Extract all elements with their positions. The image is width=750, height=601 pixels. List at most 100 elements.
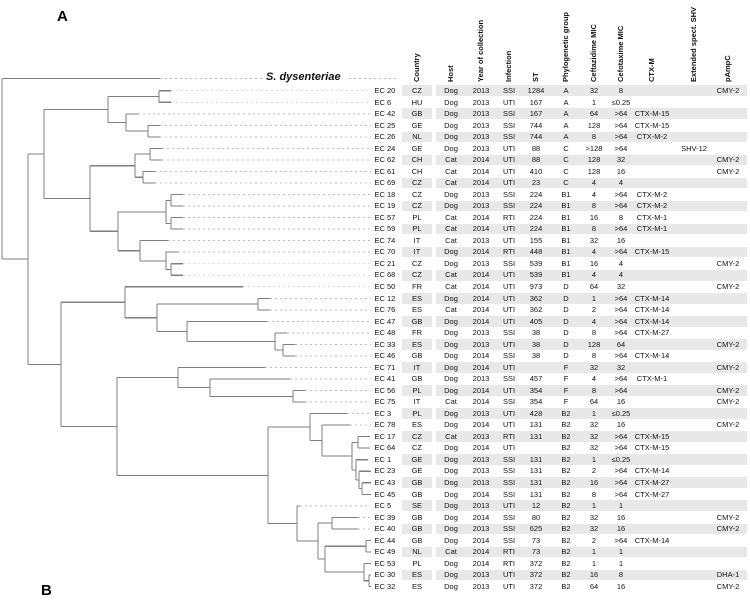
table-cell: 362 xyxy=(529,293,543,303)
table-cell: GB xyxy=(411,374,423,384)
row-stripe xyxy=(606,385,636,396)
taxon-label: EC 75 xyxy=(374,397,396,407)
taxon-label: EC 17 xyxy=(374,431,396,441)
row-stripe xyxy=(402,200,432,212)
table-cell: C xyxy=(563,166,569,176)
table-cell: Dog xyxy=(444,466,458,476)
table-cell: 64 xyxy=(589,282,599,291)
table-cell: Dog xyxy=(444,581,458,591)
taxon-label: EC 53 xyxy=(374,558,396,568)
table-cell: 2013 xyxy=(472,431,490,441)
table-cell: 16 xyxy=(589,478,599,488)
table-cell: 1284 xyxy=(527,86,545,95)
table-cell: GE xyxy=(411,454,423,464)
row-stripe xyxy=(673,546,715,558)
row-stripe xyxy=(466,500,496,512)
row-stripe xyxy=(551,546,581,558)
table-cell: UTI xyxy=(502,501,516,511)
table-cell: 224 xyxy=(529,224,543,234)
table-cell: NL xyxy=(412,547,422,557)
row-stripe xyxy=(673,154,715,166)
table-cell: 8 xyxy=(618,570,624,580)
taxon-label: EC 46 xyxy=(374,351,396,361)
row-stripe xyxy=(551,431,581,442)
row-stripe xyxy=(494,362,524,373)
row-stripe xyxy=(673,477,715,489)
row-stripe xyxy=(629,431,675,442)
row-stripe xyxy=(579,246,609,258)
table-cell: 128 xyxy=(587,120,601,130)
table-cell: 1 xyxy=(618,558,624,568)
table-cell: 38 xyxy=(531,339,541,349)
table-cell: 2 xyxy=(591,466,597,476)
row-stripe xyxy=(709,108,747,120)
panel-label-b: B xyxy=(41,582,52,599)
row-stripe xyxy=(402,362,432,373)
table-cell: 2014 xyxy=(472,362,490,372)
table-cell: CMY-2 xyxy=(716,362,740,372)
row-stripe xyxy=(579,108,609,120)
row-stripe xyxy=(709,200,747,212)
row-stripe xyxy=(494,316,524,327)
taxon-label: EC 20 xyxy=(374,86,396,95)
table-cell: 32 xyxy=(589,512,599,522)
table-cell: 4 xyxy=(591,178,597,188)
row-stripe xyxy=(436,131,466,143)
row-stripe xyxy=(436,546,466,558)
row-stripe xyxy=(494,131,524,143)
table-cell: 4 xyxy=(591,270,597,280)
table-cell: CMY-2 xyxy=(716,86,740,95)
row-stripe xyxy=(466,154,496,166)
row-stripe xyxy=(709,339,747,350)
row-stripe xyxy=(436,85,466,97)
row-stripe xyxy=(606,362,636,373)
taxon-label: EC 30 xyxy=(374,570,396,580)
row-stripe xyxy=(606,292,636,304)
row-stripe xyxy=(466,200,496,212)
table-cell: Cat xyxy=(445,270,457,280)
table-cell: SSI xyxy=(502,189,516,199)
row-stripe xyxy=(673,454,715,465)
row-stripe xyxy=(709,131,747,143)
table-cell: 64 xyxy=(616,339,626,349)
row-stripe xyxy=(466,131,496,143)
table-cell: ≤0.25 xyxy=(611,454,631,464)
table-cell: SSI xyxy=(502,201,516,211)
table-cell: 2013 xyxy=(472,454,490,464)
table-cell: 16 xyxy=(616,166,626,176)
table-cell: RTI xyxy=(503,558,515,568)
row-stripe xyxy=(494,408,524,419)
table-cell: PL xyxy=(412,385,422,395)
row-stripe xyxy=(402,246,432,258)
table-cell: >64 xyxy=(614,328,628,338)
table-cell: Dog xyxy=(444,351,458,361)
table-cell: 131 xyxy=(529,431,543,441)
row-stripe xyxy=(709,523,747,535)
table-cell: RTI xyxy=(503,547,515,557)
row-stripe xyxy=(579,569,609,581)
table-cell: 16 xyxy=(589,212,599,222)
table-cell: B1 xyxy=(561,235,571,245)
row-stripe xyxy=(551,500,581,512)
row-stripe xyxy=(629,131,675,143)
table-cell: 23 xyxy=(531,178,541,188)
row-stripe xyxy=(606,223,636,235)
table-cell: 2 xyxy=(591,305,597,315)
table-cell: D xyxy=(563,293,569,303)
table-cell: CH xyxy=(411,166,423,176)
row-stripe xyxy=(436,269,466,281)
table-cell: ES xyxy=(411,293,422,303)
table-cell: Dog xyxy=(444,478,458,488)
table-cell: 354 xyxy=(529,397,543,407)
row-stripe xyxy=(629,408,675,419)
row-stripe xyxy=(466,523,496,535)
row-stripe xyxy=(579,500,609,512)
table-cell: 4 xyxy=(591,189,597,199)
taxon-label: EC 48 xyxy=(374,328,396,338)
table-cell: CMY-2 xyxy=(716,155,740,165)
row-stripe xyxy=(629,223,675,235)
table-cell: 2013 xyxy=(472,328,490,338)
table-cell: ES xyxy=(411,581,422,591)
table-cell: GB xyxy=(411,512,423,522)
table-cell: GB xyxy=(411,524,423,534)
